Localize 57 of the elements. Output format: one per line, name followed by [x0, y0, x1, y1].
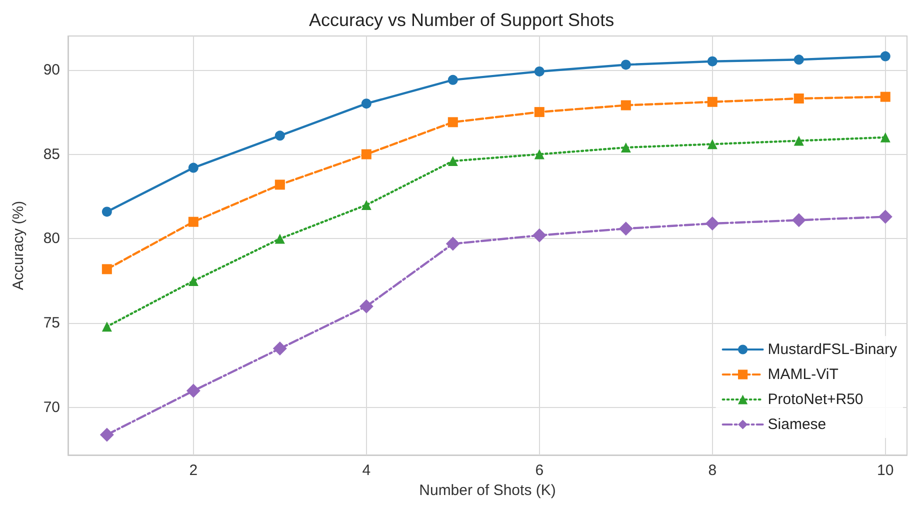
legend-label: Siamese	[768, 416, 826, 433]
point	[448, 117, 458, 128]
point	[532, 228, 546, 242]
point	[188, 276, 198, 286]
point	[274, 180, 285, 190]
x-tick-label: 8	[708, 462, 717, 479]
point	[102, 206, 112, 217]
x-tick-label: 6	[535, 462, 544, 479]
point	[446, 236, 460, 251]
point	[707, 56, 718, 66]
point	[878, 210, 892, 224]
point	[274, 130, 285, 141]
point	[707, 96, 718, 107]
point	[102, 322, 112, 332]
legend-label: MustardFSL-Binary	[768, 341, 898, 358]
point	[534, 149, 544, 160]
y-tick-label: 90	[43, 61, 60, 78]
y-tick-label: 75	[43, 314, 60, 332]
point	[705, 216, 720, 231]
point	[794, 54, 804, 65]
point	[188, 216, 198, 227]
point	[792, 213, 806, 228]
point	[880, 92, 890, 102]
point	[102, 264, 112, 274]
point	[534, 66, 544, 76]
point	[361, 149, 372, 160]
y-tick-label: 85	[43, 146, 60, 163]
point	[707, 139, 718, 150]
x-tick-label: 4	[362, 462, 371, 479]
point	[880, 51, 890, 62]
chart-title: Accuracy vs Number of Support Shots	[308, 10, 614, 30]
point	[359, 299, 374, 314]
point	[274, 234, 285, 244]
x-tick-label: 10	[877, 462, 894, 479]
point	[794, 94, 804, 104]
point	[361, 200, 372, 210]
legend-label: ProtoNet+R50	[768, 391, 864, 408]
y-tick-label: 80	[43, 230, 60, 248]
point	[620, 60, 631, 70]
x-axis-title: Number of Shots (K)	[419, 482, 556, 499]
point	[620, 142, 631, 153]
legend-label: MAML-ViT	[768, 366, 838, 383]
point	[618, 222, 633, 236]
y-tick-label: 70	[43, 399, 60, 416]
point	[448, 156, 458, 166]
point	[188, 162, 198, 173]
point	[448, 74, 458, 85]
point	[880, 132, 890, 142]
point	[534, 107, 544, 118]
point	[272, 342, 287, 356]
point	[361, 98, 372, 109]
point	[794, 136, 804, 146]
point	[186, 384, 200, 398]
y-axis-title: Accuracy (%)	[10, 200, 27, 290]
x-tick-label: 2	[189, 462, 198, 479]
point	[620, 100, 631, 110]
point	[100, 428, 114, 442]
